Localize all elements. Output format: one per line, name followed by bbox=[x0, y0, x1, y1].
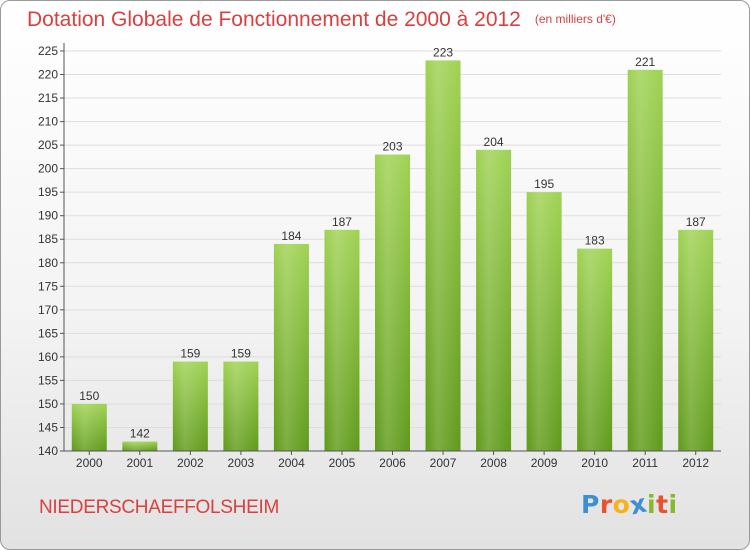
x-tick-label: 2009 bbox=[531, 456, 558, 470]
y-tick-label: 190 bbox=[38, 209, 58, 223]
y-tick-label: 210 bbox=[38, 115, 58, 129]
y-tick-label: 195 bbox=[38, 185, 58, 199]
x-tick-label: 2012 bbox=[682, 456, 709, 470]
value-label-2009: 195 bbox=[534, 177, 554, 191]
bar-shine bbox=[627, 69, 663, 451]
value-label-2010: 183 bbox=[585, 234, 605, 248]
y-tick-label: 200 bbox=[38, 162, 58, 176]
bar-shine bbox=[324, 229, 360, 451]
value-label-2002: 159 bbox=[180, 347, 200, 361]
x-tick-label: 2000 bbox=[76, 456, 103, 470]
value-label-2004: 184 bbox=[281, 229, 301, 243]
bar-shine bbox=[526, 192, 562, 452]
y-axis-ticks: 140 145 150 155 160 165 170 175 180 185 190 195 200 2… bbox=[38, 44, 64, 458]
value-label-2011: 221 bbox=[635, 55, 655, 69]
x-tick-label: 2011 bbox=[632, 456, 658, 470]
x-tick-label: 2008 bbox=[480, 456, 507, 470]
brand-letter: i bbox=[647, 490, 657, 519]
y-tick-label: 170 bbox=[38, 303, 58, 317]
y-tick-label: 225 bbox=[38, 44, 58, 58]
bar-shine bbox=[476, 149, 512, 451]
x-tick-label: 2005 bbox=[329, 456, 356, 470]
bars bbox=[71, 60, 714, 452]
y-tick-label: 140 bbox=[38, 444, 58, 458]
x-tick-label: 2004 bbox=[278, 456, 305, 470]
value-label-2007: 223 bbox=[433, 45, 453, 59]
brand-letter: r bbox=[599, 490, 613, 519]
x-tick-label: 2007 bbox=[430, 456, 457, 470]
bar-shine bbox=[678, 229, 714, 451]
bar-shine bbox=[223, 361, 259, 451]
brand-letter: t bbox=[656, 490, 669, 519]
value-label-2001: 142 bbox=[130, 427, 150, 441]
y-tick-label: 205 bbox=[38, 138, 58, 152]
value-label-2005: 187 bbox=[332, 215, 352, 229]
x-tick-label: 2006 bbox=[379, 456, 406, 470]
x-axis-ticks: 2000 2001 2002 2003 2004 2005 2006 2007 2008 2009… bbox=[76, 451, 709, 470]
y-tick-label: 150 bbox=[38, 397, 58, 411]
bar-shine bbox=[172, 361, 208, 451]
bar-shine bbox=[577, 248, 613, 451]
value-label-2006: 203 bbox=[382, 140, 402, 154]
chart-title-text: Dotation Globale de Fonctionnement de 20… bbox=[27, 8, 521, 31]
y-tick-label: 185 bbox=[38, 232, 58, 246]
value-label-2008: 204 bbox=[484, 135, 504, 149]
bar-shine bbox=[71, 403, 107, 451]
brand-logo: Proxiti bbox=[581, 489, 678, 521]
value-label-2000: 150 bbox=[79, 389, 99, 403]
brand-letter: i bbox=[668, 490, 678, 519]
value-labels: 150 142 159 159 184 187 203 223 204 195 183 221 187 bbox=[79, 45, 706, 440]
x-tick-label: 2001 bbox=[126, 456, 153, 470]
y-tick-label: 160 bbox=[38, 350, 58, 364]
y-tick-label: 155 bbox=[38, 373, 58, 387]
y-tick-label: 145 bbox=[38, 420, 58, 434]
value-label-2003: 159 bbox=[231, 347, 251, 361]
y-tick-label: 165 bbox=[38, 326, 58, 340]
bar-shine bbox=[273, 243, 309, 451]
y-tick-label: 180 bbox=[38, 256, 58, 270]
bar-shine bbox=[375, 154, 410, 451]
brand-letter: P bbox=[581, 490, 600, 519]
value-label-2012: 187 bbox=[686, 215, 706, 229]
chart-title: Dotation Globale de Fonctionnement de 20… bbox=[27, 8, 616, 32]
x-tick-label: 2010 bbox=[581, 456, 608, 470]
brand-letter: o bbox=[612, 490, 631, 519]
chart-unit: (en milliers d'€) bbox=[534, 12, 616, 26]
y-tick-label: 175 bbox=[38, 279, 58, 293]
x-tick-label: 2002 bbox=[177, 456, 204, 470]
y-tick-label: 215 bbox=[38, 91, 58, 105]
y-tick-label: 220 bbox=[38, 68, 58, 82]
axes bbox=[63, 43, 721, 452]
commune-name: NIEDERSCHAEFFOLSHEIM bbox=[39, 497, 279, 518]
x-tick-label: 2003 bbox=[228, 456, 255, 470]
bar-shine bbox=[122, 441, 158, 451]
bar-shine bbox=[425, 60, 461, 451]
